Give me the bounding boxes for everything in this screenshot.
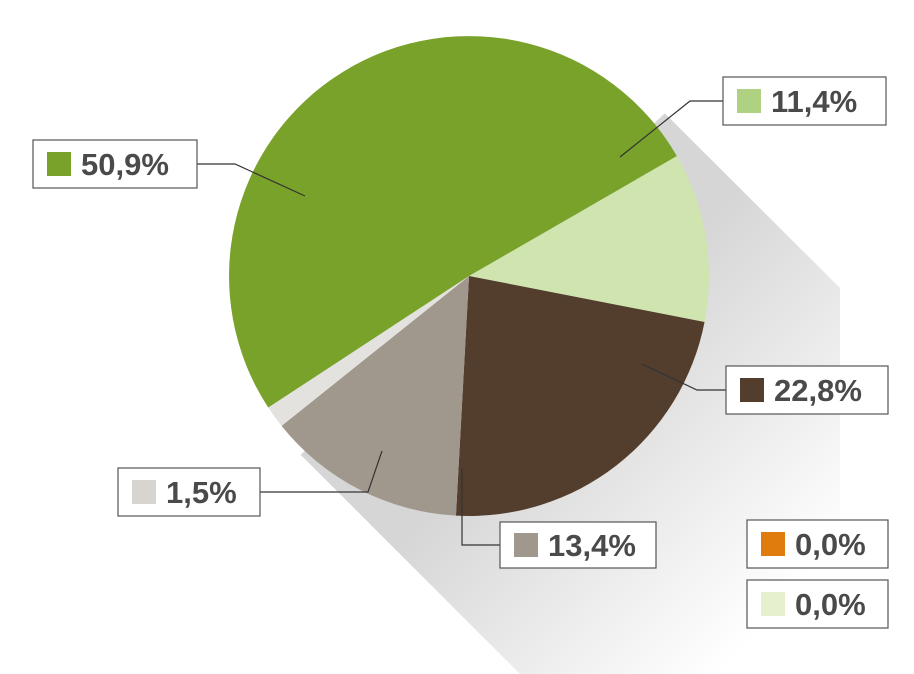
data-label: 22,8% (725, 365, 889, 415)
data-label-text: 50,9% (81, 147, 169, 182)
pie-slice (455, 276, 705, 516)
data-label-swatch (761, 532, 785, 556)
pie-slice (281, 276, 469, 516)
data-label-swatch (47, 152, 71, 176)
pie-slice (268, 276, 469, 426)
pie-slices (229, 36, 710, 516)
leader-lines (197, 100, 726, 546)
data-label-swatch (514, 533, 538, 557)
data-label: 13,4% (499, 521, 657, 569)
data-label: 11,4% (722, 76, 887, 126)
leader-line (260, 450, 383, 493)
data-label-swatch (740, 378, 764, 402)
data-label-text: 0,0% (795, 527, 866, 562)
data-label: 0,0% (746, 519, 889, 569)
data-label-swatch (132, 480, 156, 504)
data-label-box (117, 467, 261, 517)
leader-line (619, 100, 723, 158)
leader-line (641, 363, 726, 391)
pie-slice (229, 36, 677, 408)
data-label-swatch (737, 89, 761, 113)
data-label-text: 0,0% (795, 587, 866, 622)
data-label: 50,9% (32, 139, 198, 189)
leader-line (461, 468, 500, 546)
pie-slice (469, 156, 710, 322)
data-label-text: 13,4% (548, 528, 636, 563)
data-label: 1,5% (117, 467, 261, 517)
data-label-text: 1,5% (166, 475, 237, 510)
data-label: 0,0% (746, 579, 889, 629)
data-label-swatch (761, 592, 785, 616)
data-label-text: 22,8% (774, 373, 862, 408)
data-label-text: 11,4% (771, 84, 857, 119)
leader-line (197, 163, 306, 197)
data-labels: 11,4% 22,8% 13,4% 1,5% 50,9% 0,0% 0,0% (32, 76, 889, 629)
